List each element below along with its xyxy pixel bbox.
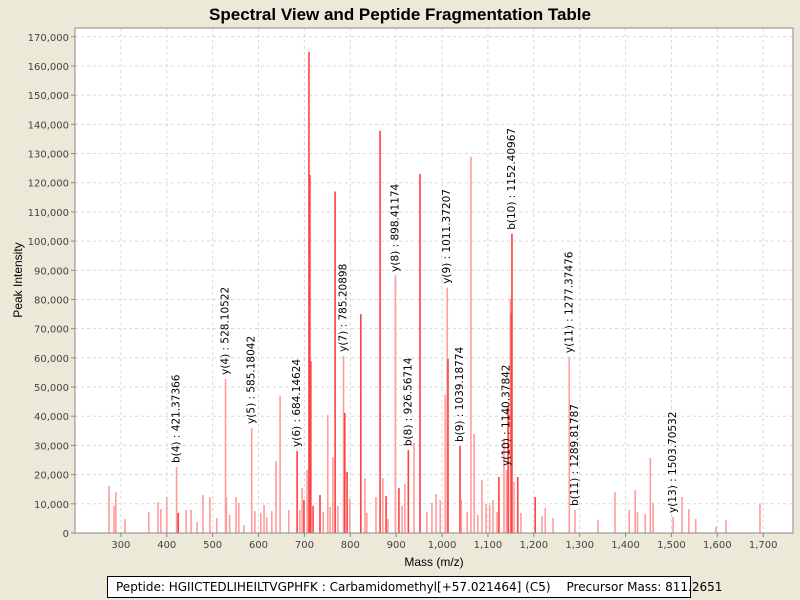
y-tick-label: 160,000	[28, 62, 69, 73]
y-axis-label: Peak Intensity	[11, 242, 25, 317]
x-tick-label: 300	[111, 540, 130, 551]
fragment-ion-label: y(5) : 585.18042	[246, 336, 258, 424]
fragment-ion-label: y(13) : 1503.70532	[667, 411, 679, 512]
x-tick-label: 1,600	[703, 540, 732, 551]
fragment-ion-label: b(11) : 1289.81787	[569, 404, 581, 506]
y-tick-label: 90,000	[34, 266, 69, 277]
x-tick-label: 600	[249, 540, 268, 551]
y-tick-label: 140,000	[28, 120, 69, 131]
x-tick-label: 1,000	[428, 540, 457, 551]
x-tick-label: 1,200	[519, 540, 548, 551]
x-tick-label: 1,300	[565, 540, 594, 551]
fragment-ion-label: b(10) : 1152.40967	[506, 128, 518, 230]
x-axis-label: Mass (m/z)	[404, 555, 463, 569]
y-tick-label: 110,000	[28, 208, 69, 219]
fragment-ion-label: y(10) : 1140.37842	[500, 364, 512, 465]
x-tick-label: 500	[203, 540, 222, 551]
y-tick-label: 100,000	[28, 237, 69, 248]
x-tick-label: 800	[341, 540, 360, 551]
fragment-ion-label: y(6) : 684.14624	[291, 359, 303, 447]
y-tick-label: 70,000	[34, 325, 69, 336]
plot-area	[75, 28, 793, 533]
fragment-ion-label: y(4) : 528.10522	[220, 287, 232, 375]
x-tick-label: 900	[387, 540, 406, 551]
plot-border	[74, 27, 794, 534]
y-tick-label: 50,000	[34, 383, 69, 394]
y-tick-label: 80,000	[34, 295, 69, 306]
y-tick-label: 0	[63, 529, 69, 540]
y-tick-label: 20,000	[34, 471, 69, 482]
fragment-ion-label: y(9) : 1011.37207	[441, 189, 453, 284]
y-tick-label: 60,000	[34, 354, 69, 365]
y-tick-label: 170,000	[28, 33, 69, 44]
fragment-ion-label: b(9) : 1039.18774	[454, 346, 466, 442]
y-tick-label: 150,000	[28, 91, 69, 102]
x-tick-label: 1,700	[749, 540, 778, 551]
y-tick-label: 120,000	[28, 179, 69, 190]
x-tick-label: 1,500	[657, 540, 686, 551]
x-tick-label: 1,400	[611, 540, 640, 551]
y-tick-label: 30,000	[34, 441, 69, 452]
y-tick-label: 40,000	[34, 412, 69, 423]
x-tick-label: 400	[157, 540, 176, 551]
x-tick-label: 1,100	[474, 540, 503, 551]
peptide-info-box: Peptide: HGIICTEDLIHEILTVGPHFK : Carbami…	[107, 576, 722, 598]
fragment-ion-label: b(4) : 421.37366	[171, 374, 183, 463]
precursor-mass: Precursor Mass: 811.2651	[566, 580, 723, 594]
peptide-sequence: Peptide: HGIICTEDLIHEILTVGPHFK : Carbami…	[116, 580, 551, 594]
fragment-ion-label: y(8) : 898.41174	[389, 183, 401, 271]
y-tick-label: 130,000	[28, 150, 69, 161]
x-tick-label: 700	[295, 540, 314, 551]
y-tick-label: 10,000	[34, 500, 69, 511]
fragment-ion-label: y(7) : 785.20898	[337, 264, 349, 352]
fragment-ion-label: y(11) : 1277.37476	[563, 251, 575, 353]
fragment-ion-label: b(8) : 926.56714	[402, 357, 414, 446]
chart-title: Spectral View and Peptide Fragmentation …	[209, 5, 591, 24]
